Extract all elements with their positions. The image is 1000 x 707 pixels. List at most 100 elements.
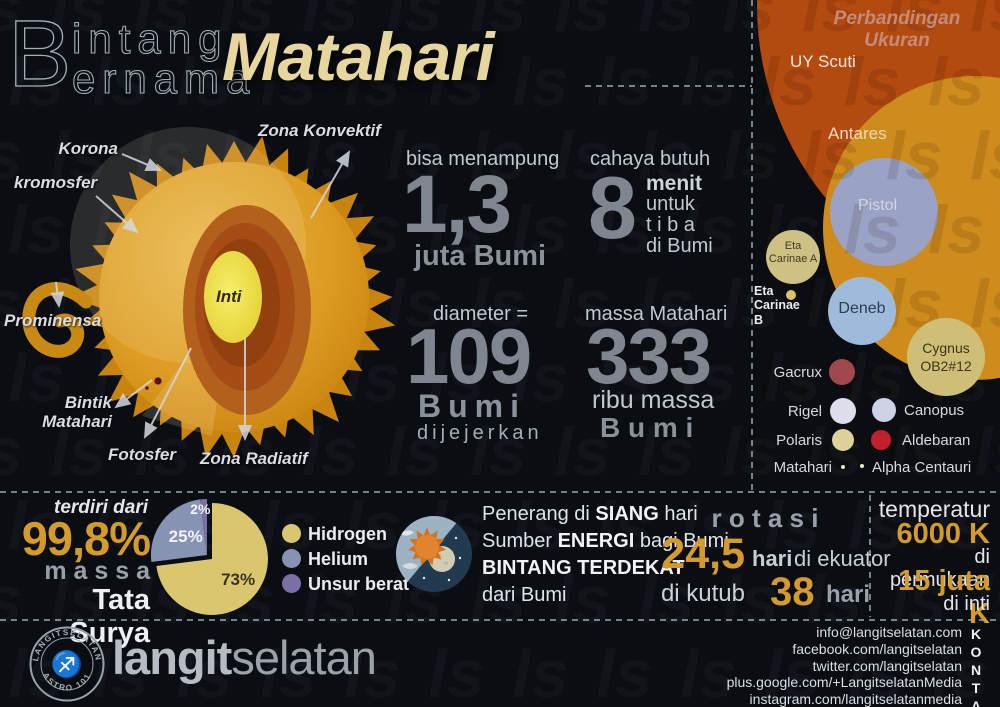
rotation-title: r o t a s i xyxy=(711,503,819,533)
label-zona-konvektif: Zona Konvektif xyxy=(258,121,381,140)
fact1-post: hari xyxy=(658,503,698,525)
temperature-core-value: 15 juta K xyxy=(898,565,990,630)
rotation-pole-unit: hari xyxy=(826,581,871,608)
temperature-surface-value: 6000 K xyxy=(896,518,990,550)
pie-svg xyxy=(150,498,268,615)
brand-wordmark: langitselatan xyxy=(112,630,377,685)
rotation-equator-unit: di ekuator xyxy=(794,546,891,571)
star-circle-eta-carinae-a xyxy=(766,230,820,284)
band-top-divider-dashed xyxy=(0,491,1000,493)
stat-light-value: 8 xyxy=(588,158,637,257)
legend-swatch-helium xyxy=(282,549,301,568)
composition-value: 99,8% xyxy=(21,512,151,565)
star-circle-eta-carinae-b xyxy=(786,290,796,300)
stat-diameter-unit: Bumi xyxy=(418,388,526,424)
stat-light-unit: menit xyxy=(646,172,703,195)
fact2-post: bagi Bumi xyxy=(634,530,729,552)
pie-label-helium: 25% xyxy=(168,527,203,547)
day-night-icon xyxy=(394,514,474,594)
star-label-matahari: Matahari xyxy=(773,459,832,476)
facts-block: Penerang di SIANG hari Sumber ENERGI bag… xyxy=(482,501,729,609)
contact-links: info@langitselatan.com facebook.com/lang… xyxy=(600,624,962,707)
stat-light-intro: cahaya butuh xyxy=(590,148,711,170)
stat-diameter-note: dijejerkan xyxy=(417,422,543,444)
size-comparison-title: Perbandingan Ukuran xyxy=(833,8,961,51)
zona-konvektif-arrow xyxy=(310,150,350,219)
brand-bold: langit xyxy=(112,631,232,684)
rotation-pole-value: 38 xyxy=(770,570,815,614)
star-circle-matahari xyxy=(841,465,845,469)
star-label-eta-carinae-a: Eta Carinae A xyxy=(768,240,818,266)
legend-swatch-hidrogen xyxy=(282,524,301,543)
temperature-surface-label: di permukaan xyxy=(889,546,990,591)
star-label-alpha-centauri: Alpha Centauri xyxy=(872,459,972,476)
sunspot-small xyxy=(145,386,149,390)
temperature-title: temperatur xyxy=(878,496,990,522)
star-label-pistol: Pistol xyxy=(858,197,898,214)
temperature-core-label: di inti xyxy=(943,593,990,615)
fact1-bold: SIANG xyxy=(595,503,659,525)
star-label-antares: Antares xyxy=(828,124,887,143)
rotation-equator-value: 24,5 xyxy=(661,530,745,578)
stat-light-line2: untuk xyxy=(646,193,695,215)
title-initial: B xyxy=(7,1,72,107)
stat-light-line4: di Bumi xyxy=(646,235,713,257)
label-zona-radiatif: Zona Radiatif xyxy=(200,449,308,468)
label-prominensa: Prominensa xyxy=(4,311,102,330)
title-word2: ernama xyxy=(71,55,257,102)
composition-pie-chart: 73% 25% 2% xyxy=(150,495,280,625)
stat-capacity-intro: bisa menampung xyxy=(406,148,560,170)
star-label-gacrux: Gacrux xyxy=(773,364,822,381)
fact4: dari Bumi xyxy=(482,584,567,606)
prominensa-arrow xyxy=(50,281,65,308)
sun-illustration xyxy=(22,127,396,458)
band-bottom-divider-dashed xyxy=(0,619,1000,621)
langitselatan-stamp-logo: LANGITSELATAN ASTRO 101 ♐ xyxy=(28,625,106,703)
star-circle-gacrux xyxy=(829,359,855,385)
kromosfer-arrow xyxy=(95,195,139,234)
fact2-bold: ENERGI xyxy=(557,530,635,552)
panel-divider-dashed xyxy=(751,0,753,492)
label-korona: Korona xyxy=(58,139,119,158)
star-label-aldebaran: Aldebaran xyxy=(902,432,971,449)
temperature-divider-dashed xyxy=(869,495,871,617)
contact-gplus[interactable]: plus.google.com/+LangitselatanMedia xyxy=(726,674,962,691)
contact-facebook[interactable]: facebook.com/langitselatan xyxy=(792,640,962,657)
fact1-pre: Penerang di xyxy=(482,503,596,525)
pie-label-unsur-berat: 2% xyxy=(190,501,211,518)
star-label-uy-scuti: UY Scuti xyxy=(790,52,856,71)
legend-label-hidrogen: Hidrogen xyxy=(308,524,387,544)
legend-swatch-unsur-berat xyxy=(282,574,301,593)
stat-diameter-value: 109 xyxy=(406,312,532,400)
label-inti: Inti xyxy=(216,287,242,306)
sun-cutaway-diagram: Korona kromosfer Prominensa Bintik Matah… xyxy=(0,110,420,490)
star-label-canopus: Canopus xyxy=(904,402,965,419)
label-bintik-matahari: Bintik Matahari xyxy=(42,393,112,431)
brand-light: selatan xyxy=(231,631,377,684)
stat-capacity-unit: juta Bumi xyxy=(414,240,547,272)
contact-twitter[interactable]: twitter.com/langitselatan xyxy=(812,657,962,674)
stat-light-unit-block: menit untuk t i b a di Bumi xyxy=(646,173,726,257)
star-circle-pistol xyxy=(830,158,938,266)
composition-intro: terdiri dari xyxy=(54,497,148,518)
sun-prominence xyxy=(22,282,93,358)
stat-mass-intro: massa Matahari xyxy=(585,303,728,325)
legend-label-unsur-berat: Unsur berat xyxy=(308,574,410,594)
sun-core xyxy=(204,251,262,343)
star-circle-rigel xyxy=(830,398,856,424)
stat-light-line3: t i b a xyxy=(646,214,695,236)
stat-diameter-intro: diameter = xyxy=(433,303,529,325)
contact-instagram[interactable]: instagram.com/langitselatanmedia xyxy=(749,691,962,707)
title-word1: intang xyxy=(71,15,229,62)
contact-email[interactable]: info@langitselatan.com xyxy=(816,624,962,640)
title-sun-name: Matahari xyxy=(222,19,495,95)
fact2-pre: Sumber xyxy=(482,530,558,552)
star-label-deneb: Deneb xyxy=(838,300,886,317)
star-circle-canopus xyxy=(872,398,896,422)
composition-line2: m a s s a xyxy=(44,557,150,585)
label-fotosfer: Fotosfer xyxy=(108,445,176,464)
star-circle-aldebaran xyxy=(871,430,891,450)
star-circle-deneb xyxy=(828,277,896,345)
stat-capacity-value: 1,3 xyxy=(402,159,512,250)
